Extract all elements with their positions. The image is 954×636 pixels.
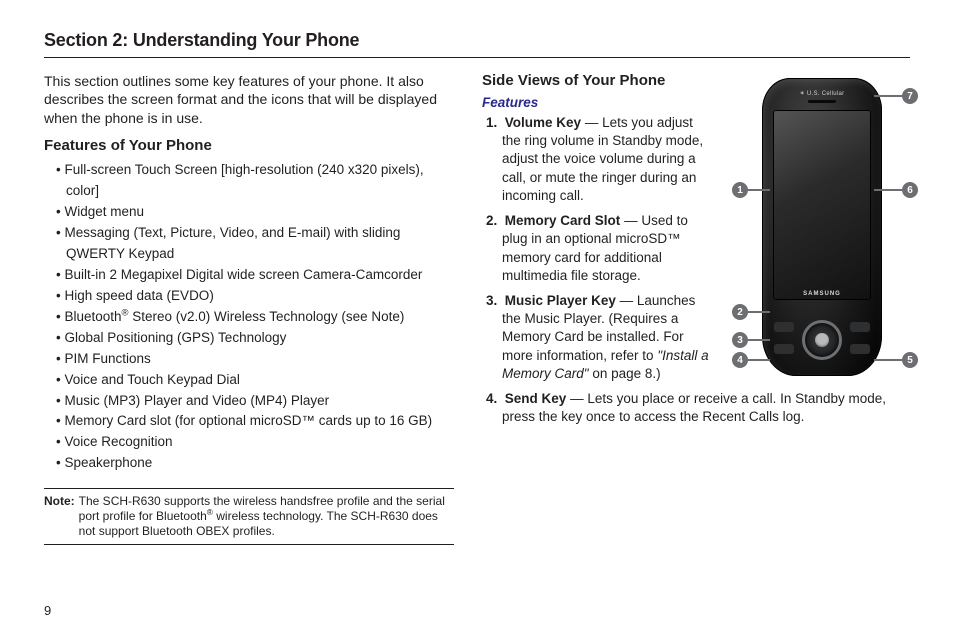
callout-line — [748, 339, 770, 341]
softkey-icon — [850, 322, 870, 332]
step-item: 1. Volume Key — Lets you adjust the ring… — [498, 114, 712, 205]
phone-carrier: ✶ U.S. Cellular — [762, 90, 882, 97]
softkey-icon — [774, 322, 794, 332]
right-column: Side Views of Your Phone Features 1. Vol… — [482, 72, 910, 545]
feature-item: Global Positioning (GPS) Technology — [56, 328, 454, 349]
callout-1: 1 — [732, 182, 748, 198]
callout-3: 3 — [732, 332, 748, 348]
nav-ring-icon — [802, 320, 842, 360]
side-subheading: Features — [482, 95, 712, 110]
steps-list: 1. Volume Key — Lets you adjust the ring… — [482, 114, 712, 383]
phone-screen: SAMSUNG — [773, 110, 871, 300]
features-list: Full-screen Touch Screen [high-resolutio… — [44, 160, 454, 474]
intro-text: This section outlines some key features … — [44, 72, 454, 127]
softkey-icon — [774, 344, 794, 354]
left-column: This section outlines some key features … — [44, 72, 454, 545]
step-item: 2. Memory Card Slot — Used to plug in an… — [498, 212, 712, 285]
features-heading: Features of Your Phone — [44, 137, 454, 154]
callout-6: 6 — [902, 182, 918, 198]
feature-item: PIM Functions — [56, 349, 454, 370]
callout-4: 4 — [732, 352, 748, 368]
callout-5: 5 — [902, 352, 918, 368]
phone-body: ✶ U.S. Cellular SAMSUNG — [762, 78, 882, 376]
callout-line — [748, 311, 770, 313]
feature-item: Memory Card slot (for optional microSD™ … — [56, 411, 454, 432]
feature-item: Built-in 2 Megapixel Digital wide screen… — [56, 265, 454, 286]
phone-brand: SAMSUNG — [773, 291, 871, 297]
feature-item: Voice Recognition — [56, 432, 454, 453]
feature-item: Voice and Touch Keypad Dial — [56, 370, 454, 391]
note-label: Note: — [44, 494, 79, 539]
feature-item: Full-screen Touch Screen [high-resolutio… — [56, 160, 454, 202]
callout-line — [748, 189, 770, 191]
note-box: Note: The SCH-R630 supports the wireless… — [44, 488, 454, 545]
step-item: 3. Music Player Key — Launches the Music… — [498, 292, 712, 383]
feature-item: Bluetooth® Stereo (v2.0) Wireless Techno… — [56, 307, 454, 328]
callout-line — [874, 359, 902, 361]
nav-center-icon — [815, 333, 829, 347]
feature-item: Music (MP3) Player and Video (MP4) Playe… — [56, 391, 454, 412]
callout-line — [874, 95, 902, 97]
note-text: The SCH-R630 supports the wireless hands… — [79, 494, 454, 539]
softkey-icon — [850, 344, 870, 354]
feature-item: High speed data (EVDO) — [56, 286, 454, 307]
phone-diagram: ✶ U.S. Cellular SAMSUNG 1 2 3 4 5 6 7 — [730, 78, 920, 418]
earpiece-icon — [808, 100, 836, 103]
page-number: 9 — [44, 603, 51, 618]
callout-line — [748, 359, 770, 361]
callout-7: 7 — [902, 88, 918, 104]
callout-line — [874, 189, 902, 191]
feature-item: Speakerphone — [56, 453, 454, 474]
feature-item: Widget menu — [56, 202, 454, 223]
feature-item: Messaging (Text, Picture, Video, and E-m… — [56, 223, 454, 265]
callout-2: 2 — [732, 304, 748, 320]
section-title: Section 2: Understanding Your Phone — [44, 30, 910, 58]
side-heading: Side Views of Your Phone — [482, 72, 712, 89]
